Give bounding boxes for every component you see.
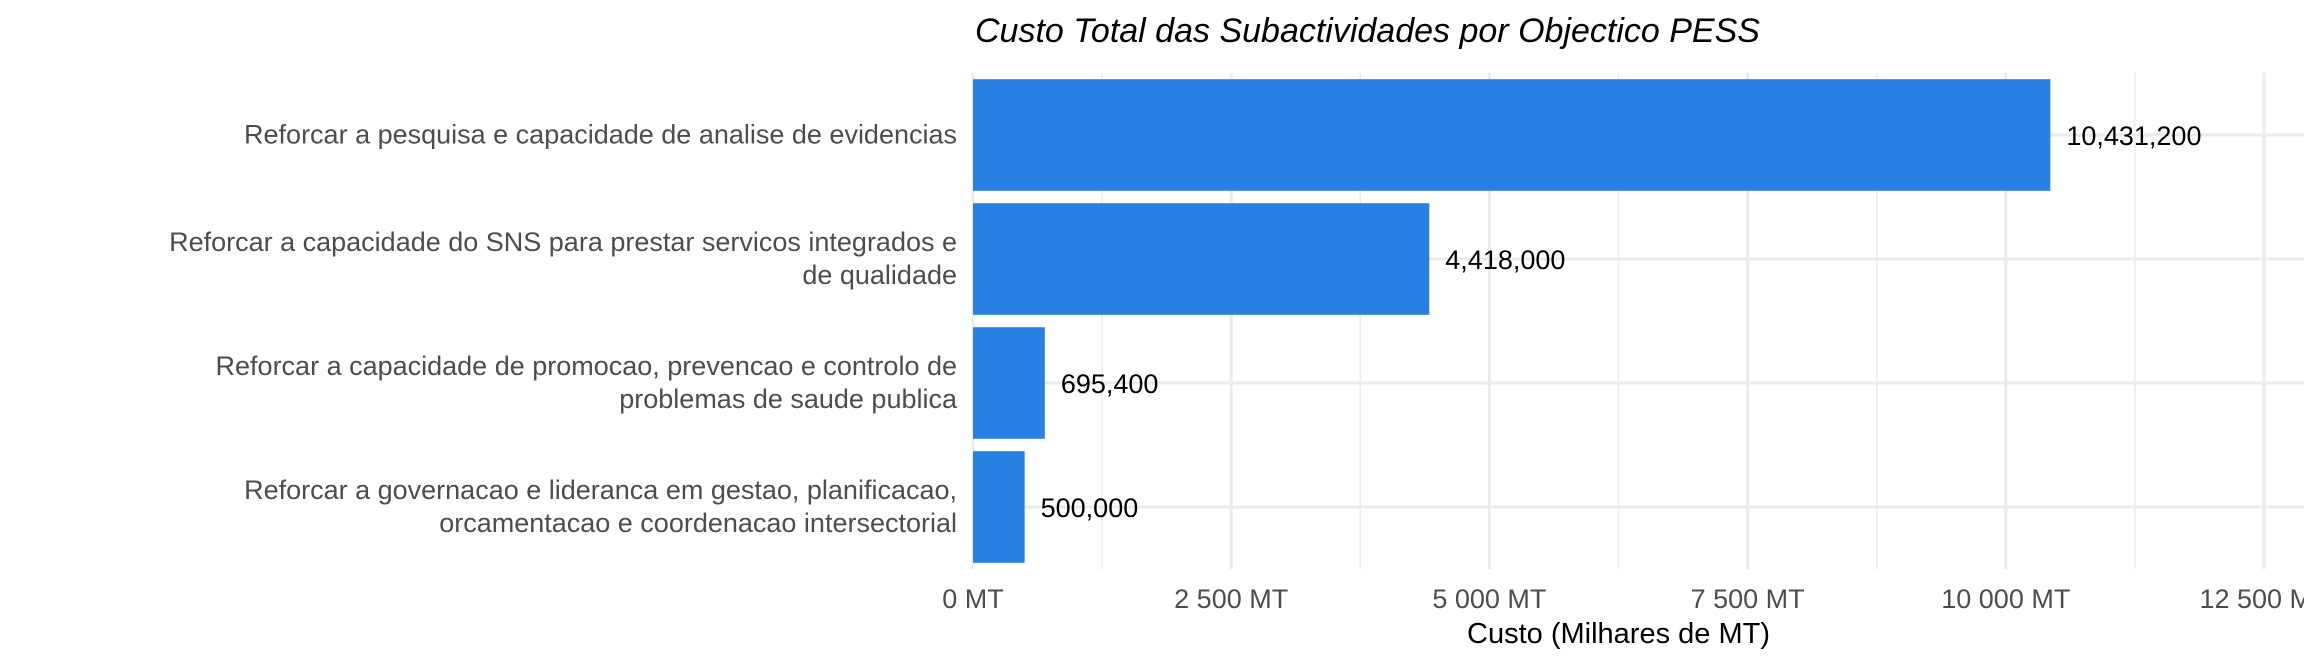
y-tick-label: Reforcar a capacidade do SNS para presta… (7, 226, 957, 292)
y-tick-label-line: Reforcar a capacidade de promocao, preve… (215, 351, 957, 381)
y-tick-label-line: de qualidade (802, 260, 957, 290)
y-tick-label-line: Reforcar a governacao e lideranca em ges… (244, 475, 957, 505)
y-tick-label: Reforcar a capacidade de promocao, preve… (7, 350, 957, 416)
y-tick-label-line: problemas de saude publica (619, 384, 957, 414)
x-axis-title: Custo (Milhares de MT) (1467, 618, 1770, 650)
x-tick-label: 7 500 MT (1691, 584, 1805, 614)
data-label: 695,400 (1061, 369, 1159, 399)
data-label: 4,418,000 (1445, 245, 1565, 275)
x-tick-label: 5 000 MT (1432, 584, 1546, 614)
y-tick-label-line: Reforcar a capacidade do SNS para presta… (169, 227, 957, 257)
x-tick-label: 2 500 MT (1174, 584, 1288, 614)
data-label: 10,431,200 (2066, 121, 2201, 151)
x-tick-label: 0 MT (942, 584, 1004, 614)
bar (973, 79, 2051, 191)
bar (973, 451, 1025, 563)
bar (973, 203, 1430, 315)
data-label: 500,000 (1041, 493, 1139, 523)
y-tick-label: Reforcar a pesquisa e capacidade de anal… (7, 119, 957, 152)
x-tick-label: 12 500 MT (2199, 584, 2304, 614)
bar (973, 327, 1045, 439)
y-tick-label: Reforcar a governacao e lideranca em ges… (7, 474, 957, 540)
y-tick-label-line: orcamentacao e coordenacao intersectoria… (439, 508, 957, 538)
chart-title: Custo Total das Subactividades por Objec… (975, 12, 1760, 50)
y-tick-label-line: Reforcar a pesquisa e capacidade de anal… (244, 119, 957, 150)
x-tick-label: 10 000 MT (1941, 584, 2070, 614)
